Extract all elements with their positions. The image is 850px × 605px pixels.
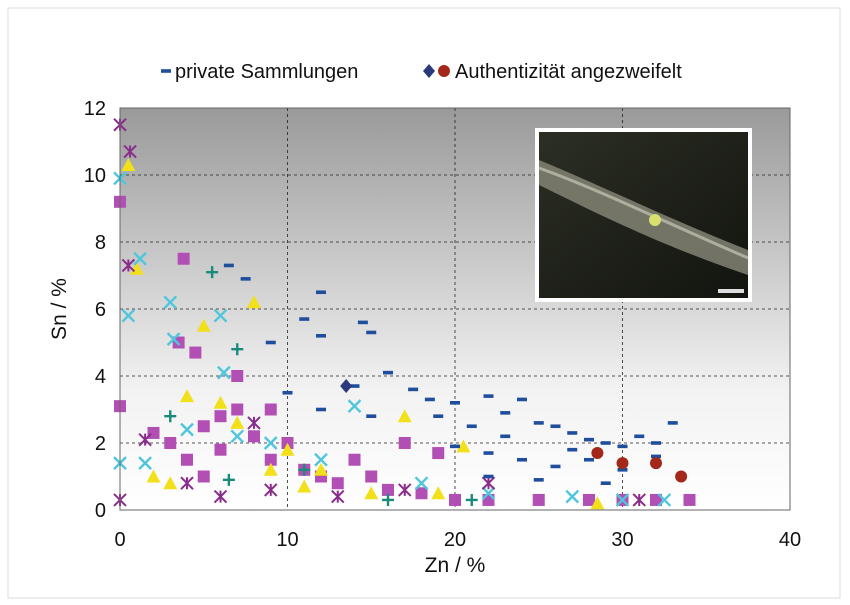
marker xyxy=(484,451,494,455)
marker xyxy=(551,424,561,428)
marker xyxy=(591,447,603,459)
marker xyxy=(651,441,661,445)
marker xyxy=(534,478,544,482)
marker xyxy=(248,430,260,442)
marker xyxy=(483,494,495,506)
marker xyxy=(366,414,376,418)
y-tick-label: 8 xyxy=(95,232,106,254)
marker xyxy=(601,441,611,445)
marker xyxy=(198,420,210,432)
marker xyxy=(178,253,190,265)
marker xyxy=(283,391,293,395)
marker xyxy=(231,370,243,382)
marker xyxy=(533,494,545,506)
marker xyxy=(366,331,376,335)
marker xyxy=(567,448,577,452)
marker xyxy=(433,414,443,418)
marker xyxy=(332,477,344,489)
y-tick-label: 6 xyxy=(95,299,106,321)
legend-label: private Sammlungen xyxy=(175,61,358,83)
marker xyxy=(265,404,277,416)
marker xyxy=(161,69,171,73)
marker xyxy=(517,398,527,402)
marker xyxy=(449,494,461,506)
marker xyxy=(668,421,678,425)
y-tick-label: 12 xyxy=(84,98,106,120)
marker xyxy=(164,437,176,449)
photo-inset xyxy=(535,128,752,302)
marker xyxy=(399,437,411,449)
marker xyxy=(584,458,594,462)
marker xyxy=(198,471,210,483)
marker xyxy=(684,494,696,506)
marker xyxy=(148,427,160,439)
marker xyxy=(425,398,435,402)
marker xyxy=(181,454,193,466)
marker xyxy=(266,341,276,345)
marker xyxy=(601,481,611,485)
marker xyxy=(408,388,418,392)
marker xyxy=(484,394,494,398)
marker xyxy=(584,438,594,442)
marker xyxy=(484,475,494,479)
marker xyxy=(316,408,326,412)
marker xyxy=(224,264,234,268)
chart: private Sammlungen Authentizität angezwe… xyxy=(0,0,850,605)
marker xyxy=(675,471,687,483)
page: private Sammlungen Authentizität angezwe… xyxy=(0,0,850,605)
marker xyxy=(567,431,577,435)
marker xyxy=(215,410,227,422)
x-tick-label: 40 xyxy=(779,529,801,551)
y-axis-title: Sn / % xyxy=(48,278,71,340)
marker xyxy=(316,334,326,338)
legend-label: Authentizität angezweifelt xyxy=(455,61,682,83)
marker xyxy=(517,458,527,462)
x-tick-label: 30 xyxy=(611,529,633,551)
marker xyxy=(534,421,544,425)
marker xyxy=(349,454,361,466)
marker xyxy=(316,290,326,294)
marker xyxy=(500,411,510,415)
marker xyxy=(432,447,444,459)
marker xyxy=(450,401,460,405)
marker xyxy=(618,445,628,449)
marker xyxy=(551,465,561,469)
marker xyxy=(215,444,227,456)
x-tick-label: 20 xyxy=(444,529,466,551)
marker xyxy=(383,371,393,375)
marker xyxy=(189,347,201,359)
x-tick-label: 10 xyxy=(276,529,298,551)
marker xyxy=(358,321,368,325)
y-tick-label: 10 xyxy=(84,165,106,187)
marker xyxy=(438,65,450,77)
x-tick-label: 0 xyxy=(114,529,125,551)
marker xyxy=(241,277,251,281)
marker xyxy=(450,445,460,449)
marker xyxy=(365,471,377,483)
y-tick-label: 4 xyxy=(95,366,106,388)
marker xyxy=(617,457,629,469)
marker xyxy=(650,457,662,469)
marker xyxy=(634,435,644,439)
x-axis-title: Zn / % xyxy=(425,554,486,577)
marker xyxy=(231,404,243,416)
marker xyxy=(500,435,510,439)
y-tick-label: 0 xyxy=(95,500,106,522)
y-tick-label: 2 xyxy=(95,433,106,455)
marker xyxy=(467,424,477,428)
marker xyxy=(299,317,309,321)
